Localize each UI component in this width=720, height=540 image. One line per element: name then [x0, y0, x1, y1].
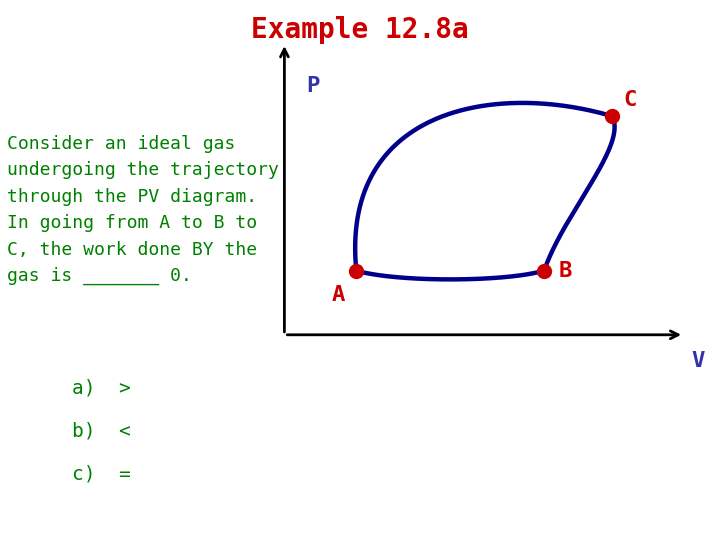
Text: V: V — [691, 351, 705, 371]
Text: a)  >: a) > — [72, 378, 131, 397]
Text: C: C — [624, 90, 636, 110]
Point — [539, 266, 550, 275]
Point — [606, 112, 618, 120]
Text: B: B — [559, 261, 572, 281]
Text: P: P — [306, 76, 320, 96]
Text: A: A — [332, 285, 345, 305]
Text: b)  <: b) < — [72, 421, 131, 440]
Text: Consider an ideal gas
undergoing the trajectory
through the PV diagram.
In going: Consider an ideal gas undergoing the tra… — [7, 135, 279, 285]
Text: Example 12.8a: Example 12.8a — [251, 16, 469, 44]
Point — [351, 266, 362, 275]
Text: c)  =: c) = — [72, 464, 131, 483]
